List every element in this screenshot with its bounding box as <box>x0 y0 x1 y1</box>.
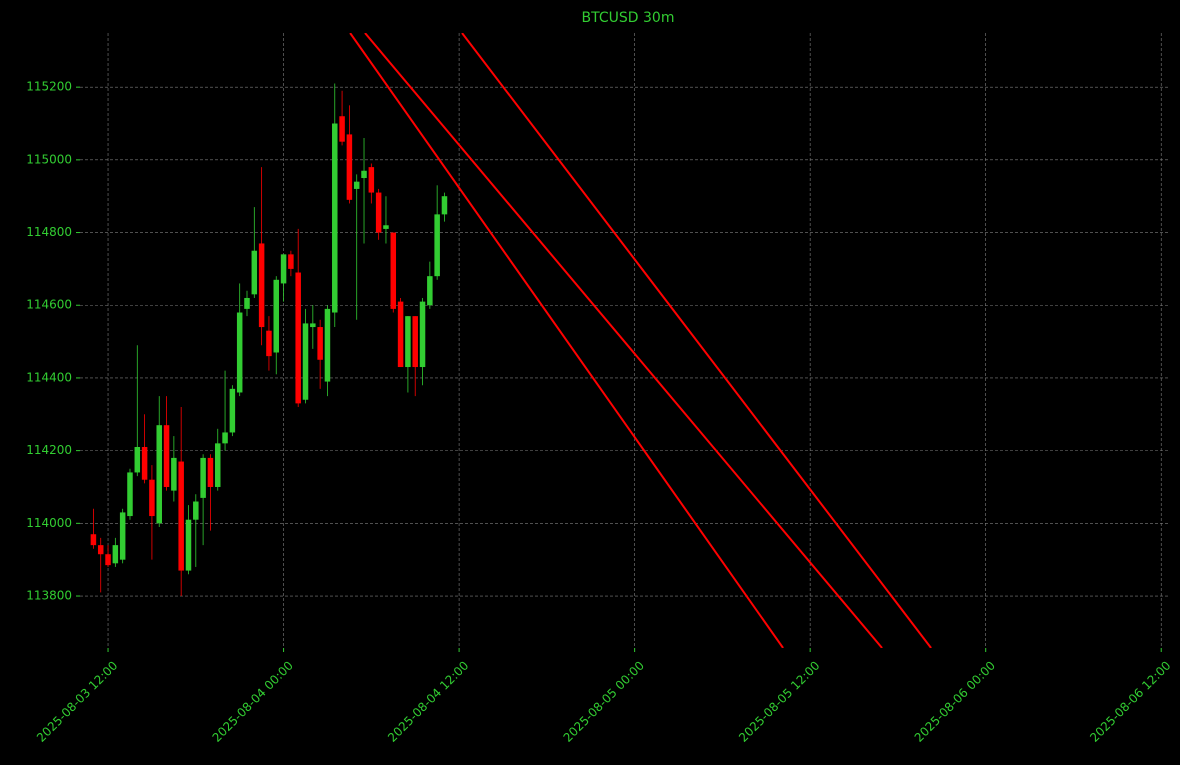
y-tick-label: 114600 <box>26 298 72 312</box>
x-tick-label: 2025-08-03 12:00 <box>34 658 120 744</box>
candle-body <box>251 250 258 295</box>
x-tick-label: 2025-08-06 00:00 <box>912 658 998 744</box>
candle-body <box>346 134 353 200</box>
x-tick-label: 2025-08-04 12:00 <box>385 658 471 744</box>
candle-body <box>375 192 382 233</box>
candle-body <box>163 425 170 487</box>
candle-body <box>266 330 272 357</box>
candle-body <box>397 301 404 368</box>
candle-body <box>200 457 206 498</box>
x-tick-label: 2025-08-05 00:00 <box>561 658 647 744</box>
trend-line <box>349 33 784 648</box>
chart-title: BTCUSD 30m <box>582 10 675 26</box>
candle-body <box>214 443 221 487</box>
candle-body <box>185 519 192 571</box>
candle-body <box>112 545 119 564</box>
candle-body <box>412 316 418 368</box>
candle-body <box>207 457 214 487</box>
x-tick-label: 2025-08-04 00:00 <box>210 658 296 744</box>
trend-line <box>461 33 932 648</box>
candle-body <box>288 254 294 269</box>
candle-body <box>280 254 287 284</box>
x-tick-label: 2025-08-05 12:00 <box>736 658 822 744</box>
candle-body <box>156 425 162 524</box>
candle-body <box>273 279 280 353</box>
candle-body <box>368 167 375 193</box>
candle-body <box>141 446 148 480</box>
candle-body <box>434 214 440 277</box>
candle-body <box>193 501 199 520</box>
x-tick-label: 2025-08-06 12:00 <box>1087 658 1173 744</box>
candle-body <box>317 327 323 360</box>
candle-body <box>353 181 360 189</box>
candle-body <box>302 323 309 400</box>
y-tick-label: 115200 <box>26 80 72 94</box>
candle-body <box>171 457 177 491</box>
candle-body <box>127 472 133 517</box>
candle-body <box>258 243 265 328</box>
y-tick-label: 114000 <box>26 516 72 530</box>
candle-body <box>383 225 389 229</box>
candle-body <box>310 323 316 328</box>
candle-body <box>295 272 301 404</box>
y-tick-label: 115000 <box>26 152 72 166</box>
candle-body <box>222 432 228 444</box>
candle-body <box>332 123 338 313</box>
trend-line <box>364 33 883 648</box>
y-tick-label: 114800 <box>26 225 72 239</box>
candle-body <box>427 276 433 306</box>
candle-body <box>90 534 97 546</box>
plot-area <box>90 33 932 648</box>
candle-body <box>419 301 426 368</box>
candle-body <box>361 170 367 179</box>
candle-body <box>105 554 111 566</box>
candle-body <box>324 308 331 382</box>
candle-body <box>390 232 397 309</box>
candle-body <box>119 512 126 560</box>
candle-body <box>149 479 155 517</box>
candle-body <box>178 461 184 571</box>
candle-body <box>244 297 250 309</box>
candle-body <box>441 196 448 215</box>
candle-body <box>134 446 141 473</box>
candle-body <box>97 545 104 555</box>
y-tick-label: 114200 <box>26 443 72 457</box>
candle-body <box>339 116 345 142</box>
candle-body <box>405 316 411 368</box>
candle-body <box>229 388 236 433</box>
y-tick-label: 114400 <box>26 370 72 384</box>
y-tick-label: 113800 <box>26 589 72 603</box>
candle-body <box>236 312 243 393</box>
